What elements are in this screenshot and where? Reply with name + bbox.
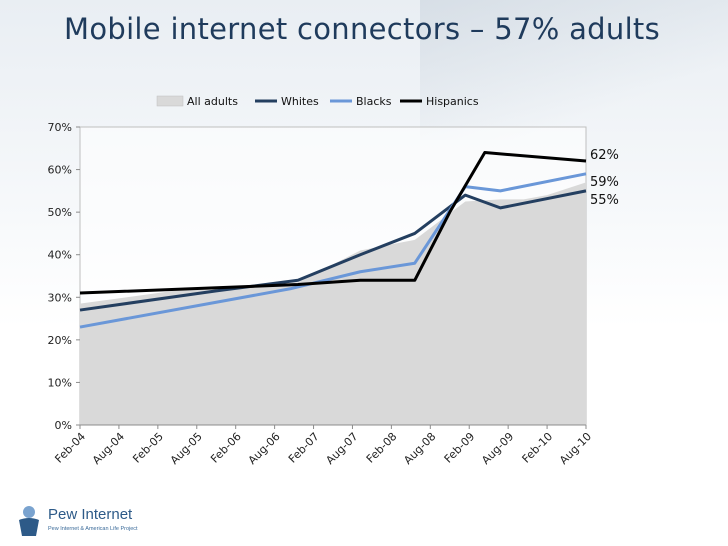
x-tick-label: Aug-09	[479, 430, 516, 467]
background-decoration	[420, 0, 728, 140]
x-tick-label: Feb-10	[520, 430, 556, 466]
legend-swatch	[156, 95, 184, 107]
x-tick-label: Aug-05	[168, 430, 205, 467]
page-title: Mobile internet connectors – 57% adults	[64, 12, 661, 46]
x-tick-label: Aug-08	[401, 430, 438, 467]
x-tick-label: Feb-06	[208, 430, 244, 466]
pew-logo-mark-icon	[19, 506, 39, 536]
y-tick-label: 40%	[48, 249, 72, 262]
logo-name: Pew Internet	[48, 506, 133, 523]
y-tick-label: 0%	[55, 419, 72, 432]
series-line-whites	[79, 189, 587, 312]
series-line-hispanics	[79, 151, 587, 295]
x-tick-label: Feb-08	[364, 430, 400, 466]
y-tick-label: 30%	[48, 291, 72, 304]
x-tick-label: Aug-04	[90, 430, 127, 467]
y-tick-label: 10%	[48, 376, 72, 389]
y-tick-label: 20%	[48, 334, 72, 347]
y-tick-label: 70%	[48, 121, 72, 134]
x-tick-label: Aug-07	[323, 430, 360, 467]
series-area-all-adults	[80, 182, 586, 425]
x-tick-label: Aug-10	[557, 430, 594, 467]
y-tick-label: 60%	[48, 164, 72, 177]
end-value-label: 62%	[590, 148, 619, 163]
end-value-label: 59%	[590, 175, 619, 190]
y-tick-label: 50%	[48, 206, 72, 219]
x-tick-label: Feb-04	[52, 430, 88, 466]
end-value-label: 55%	[590, 193, 619, 208]
x-tick-label: Feb-09	[442, 430, 478, 466]
x-tick-label: Feb-07	[286, 430, 322, 466]
x-tick-label: Aug-06	[246, 430, 283, 467]
legend-label: Hispanics	[426, 95, 479, 108]
legend-label: All adults	[187, 95, 238, 108]
pew-internet-logo: Pew Internet Pew Internet & American Lif…	[12, 502, 162, 542]
x-tick-label: Feb-05	[130, 430, 166, 466]
logo-tagline: Pew Internet & American Life Project	[48, 526, 138, 532]
legend-label: Whites	[281, 95, 319, 108]
legend-label: Blacks	[356, 95, 392, 108]
series-line-blacks	[79, 172, 587, 329]
